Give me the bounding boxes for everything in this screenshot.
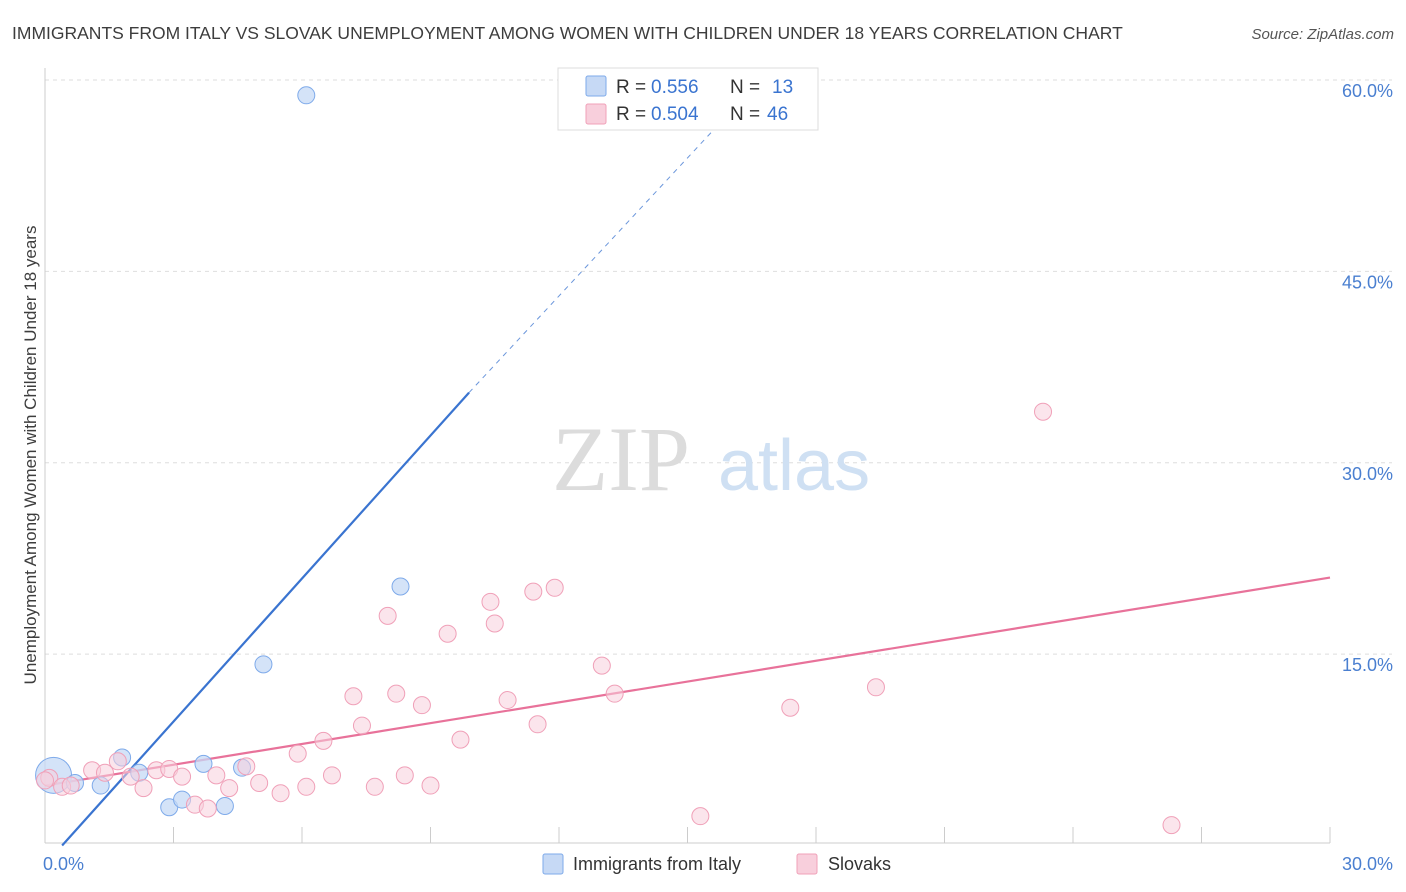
data-point-slovaks (271, 784, 290, 803)
y-axis-label: Unemployment Among Women with Children U… (21, 226, 40, 685)
legend-r-value-italy: 0.556 (651, 77, 699, 98)
data-point-slovaks (1034, 402, 1053, 421)
data-point-slovaks (781, 698, 800, 717)
data-point-slovaks (866, 678, 885, 697)
legend-n-value-slovaks: 46 (767, 104, 788, 125)
data-point-slovaks (524, 582, 543, 601)
data-point-slovaks (395, 766, 414, 785)
x-tick-label: 0.0% (43, 854, 84, 874)
bottom-legend: Immigrants from Italy Slovaks (542, 853, 891, 875)
data-point-slovaks (198, 799, 217, 818)
bottom-legend-swatch-italy (542, 853, 564, 875)
data-point-slovaks (481, 592, 500, 611)
legend-swatch-italy (585, 75, 607, 97)
data-point-slovaks (451, 730, 470, 749)
watermark-atlas: atlas (718, 426, 870, 506)
data-point-slovaks (108, 752, 127, 771)
data-point-slovaks (121, 767, 140, 786)
data-point-slovaks (387, 684, 406, 703)
legend-n-label-slovaks: N = (730, 104, 760, 125)
data-point-slovaks (95, 763, 114, 782)
chart-title: IMMIGRANTS FROM ITALY VS SLOVAK UNEMPLOY… (12, 23, 1123, 43)
bottom-legend-label-italy: Immigrants from Italy (573, 854, 741, 874)
bottom-legend-label-slovaks: Slovaks (828, 854, 891, 874)
chart-source: Source: ZipAtlas.com (1251, 26, 1394, 43)
data-point-slovaks (378, 606, 397, 625)
data-point-slovaks (322, 766, 341, 785)
data-point-italy (297, 86, 316, 105)
data-point-slovaks (61, 776, 80, 795)
legend-r-label-italy: R = (616, 77, 646, 98)
data-point-slovaks (36, 771, 54, 790)
axes (44, 68, 1331, 844)
y-tick-label: 30.0% (1342, 464, 1393, 484)
watermark-zip: ZIP (552, 408, 690, 510)
data-point-slovaks (220, 779, 239, 798)
watermark: ZIP atlas (552, 408, 870, 510)
legend-r-value-slovaks: 0.504 (651, 104, 699, 125)
data-point-slovaks (498, 691, 517, 710)
data-point-slovaks (421, 776, 440, 795)
data-point-slovaks (691, 807, 710, 826)
grid-lines (45, 79, 1392, 655)
data-point-slovaks (592, 656, 611, 675)
data-point-slovaks (237, 757, 256, 776)
trend-line-slovaks (44, 576, 1331, 787)
data-point-slovaks (134, 779, 153, 798)
data-point-italy (254, 655, 273, 674)
legend-box: R = 0.556 N = 13 R = 0.504 N = 46 (557, 67, 819, 131)
data-point-slovaks (438, 624, 457, 643)
data-point-slovaks (314, 731, 333, 750)
data-point-slovaks (528, 715, 547, 734)
trend-line-italy-extension (468, 111, 731, 393)
y-tick-label: 60.0% (1342, 81, 1393, 101)
data-point-slovaks (344, 687, 363, 706)
data-point-slovaks (545, 578, 564, 597)
data-point-slovaks (485, 614, 504, 633)
y-tick-label: 45.0% (1342, 272, 1393, 292)
data-point-slovaks (250, 773, 269, 792)
legend-swatch-slovaks (585, 103, 607, 125)
data-point-slovaks (1162, 816, 1181, 835)
data-point-slovaks (365, 777, 384, 796)
x-tick-label: 30.0% (1342, 854, 1393, 874)
data-point-slovaks (412, 696, 431, 715)
legend-n-value-italy: 13 (772, 77, 793, 98)
tick-labels: 15.0% 30.0% 45.0% 60.0% 0.0% 30.0% (43, 81, 1393, 874)
data-point-slovaks (288, 744, 307, 763)
data-point-slovaks (605, 684, 624, 703)
data-point-italy (391, 577, 410, 596)
data-point-slovaks (352, 716, 371, 735)
data-point-slovaks (297, 777, 316, 796)
legend-n-label-italy: N = (730, 77, 760, 98)
data-point-italy (215, 796, 234, 815)
data-point-slovaks (207, 766, 226, 785)
data-point-italy (194, 754, 213, 773)
y-tick-label: 15.0% (1342, 655, 1393, 675)
data-point-slovaks (173, 767, 192, 786)
bottom-legend-swatch-slovaks (796, 853, 818, 875)
legend-r-label-slovaks: R = (616, 104, 646, 125)
data-points (35, 86, 1181, 835)
